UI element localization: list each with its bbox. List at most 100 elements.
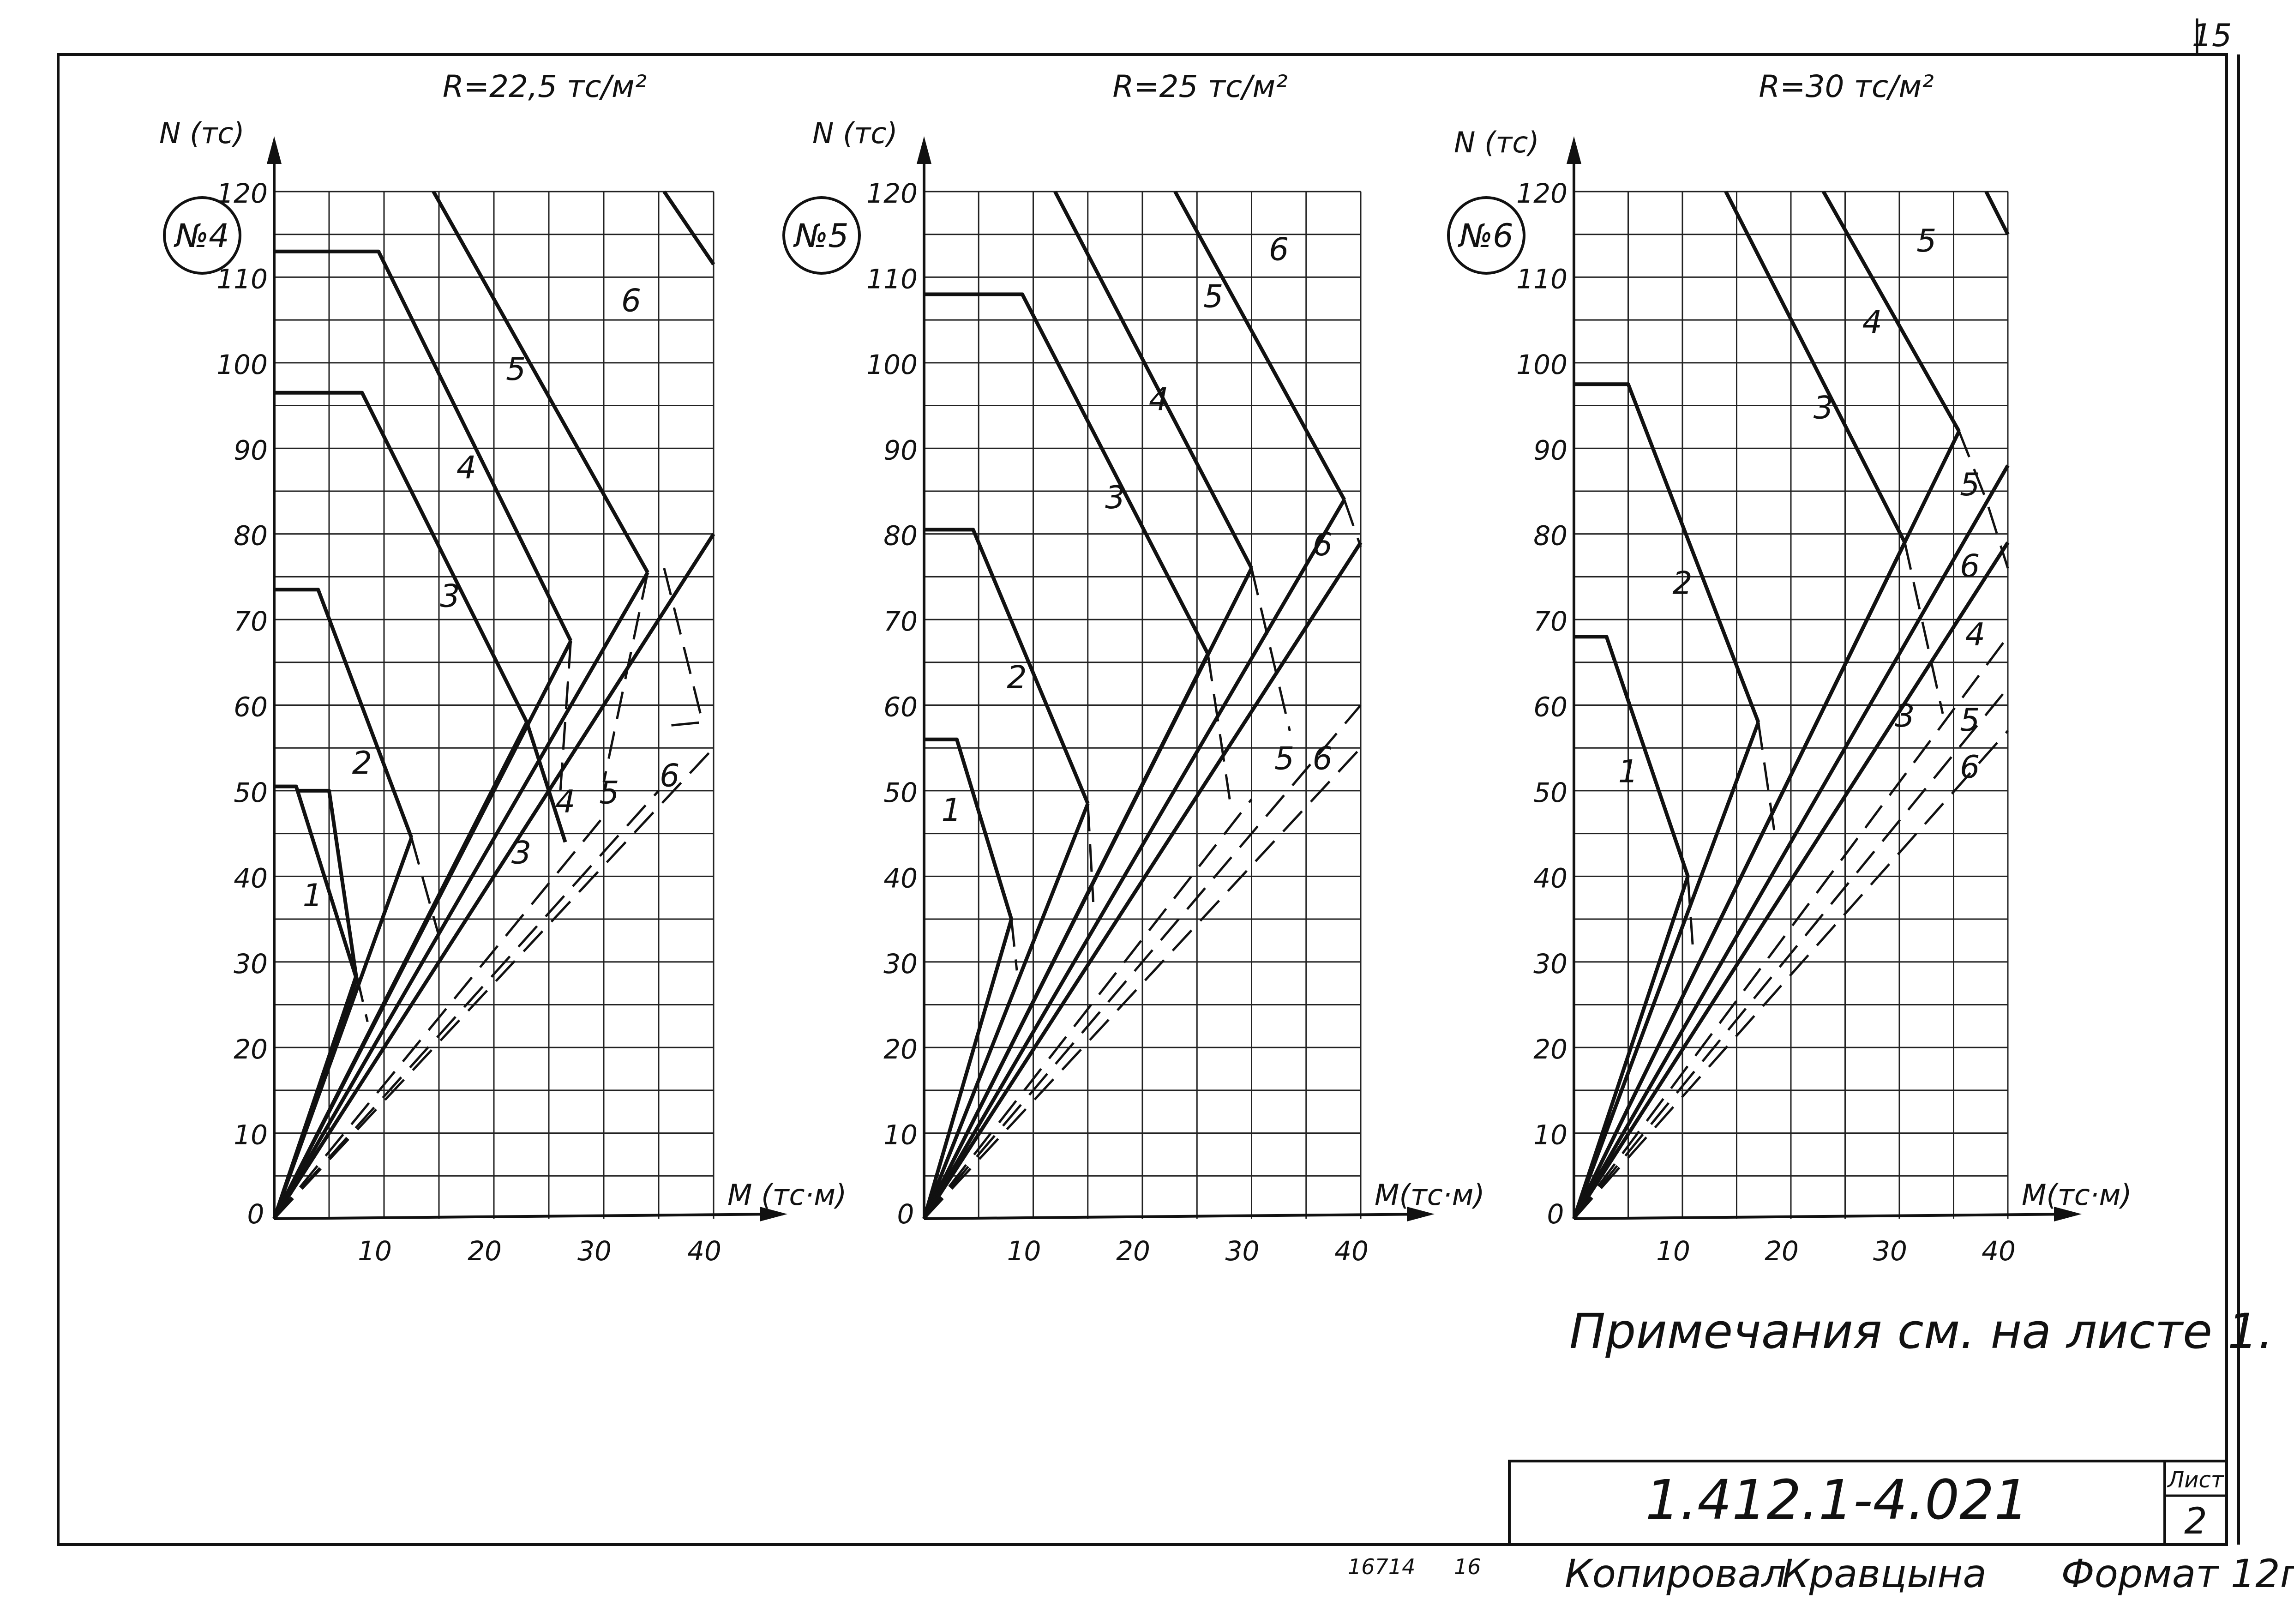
series-line-5-solid (922, 499, 1346, 1220)
y-tick-label: 90 (234, 434, 268, 466)
y-axis-label: N (тс) (159, 116, 245, 150)
series-line-3-solid (924, 292, 1210, 655)
series-line-5-solid (1173, 191, 1346, 501)
x-axis-label: M(тс·м) (2022, 1178, 2132, 1212)
x-axis-arrow (760, 1207, 787, 1221)
series-line-1-solid (922, 918, 1014, 1220)
y-tick-label: 50 (234, 777, 268, 808)
series-line-4-dashed (1958, 431, 2009, 569)
curve-label: 4 (456, 450, 476, 486)
y-tick-label: 110 (866, 263, 918, 295)
x-tick-label: 30 (1225, 1235, 1260, 1267)
curve-label: 6 (1269, 231, 1289, 268)
y-axis-label: N (тс) (1454, 126, 1539, 159)
y-tick-label: 100 (1516, 349, 1567, 380)
badge-text: №6 (1457, 217, 1513, 255)
series-line-4-solid (922, 567, 1254, 1220)
chart-title: R=25 тс/м² (1112, 69, 1287, 104)
x-axis-label: M (тс·м) (727, 1178, 847, 1212)
curve-label: 5 (1203, 278, 1223, 315)
sheet-number: 2 (2184, 1501, 2207, 1542)
chart-badge: №4 (163, 196, 241, 275)
y-tick-label: 90 (883, 434, 918, 466)
curve-label: 3 (511, 835, 531, 872)
series-line-6-dashed (923, 747, 1362, 1220)
y-tick-label: 10 (234, 1119, 268, 1151)
notes-text: Примечания см. на листе 1. (1569, 1303, 2273, 1359)
copied-name: Кравцына (1782, 1551, 1987, 1596)
series-line-5-dashed (602, 572, 649, 782)
series-line-4-solid (1572, 430, 1961, 1220)
chart-No6: 10 20 30 40 50 60 70 80 90 100 110 120 0 10 20 30 40 R=30… (1447, 69, 2132, 1267)
y-tick-label: 20 (234, 1034, 268, 1065)
series-line-5-solid (272, 571, 649, 1220)
y-tick-label: 80 (234, 520, 268, 552)
curve-label: 5 (506, 351, 526, 388)
drawing-code: 1.412.1-4.021 (1645, 1468, 2029, 1532)
series-line-5-dashed (273, 790, 660, 1220)
y-tick-label: 20 (883, 1034, 918, 1065)
x-axis (924, 1213, 1430, 1220)
curve-label: 3 (1895, 698, 1915, 734)
x-axis (274, 1213, 783, 1220)
y-tick-label: 40 (1533, 862, 1567, 894)
y-tick-label: 40 (883, 862, 918, 894)
inventory-suffix: 16 (1454, 1554, 1481, 1579)
series-line-5-solid (1984, 191, 2010, 235)
series-line-4-dashed (273, 815, 605, 1220)
curve-label: 6 (1313, 527, 1333, 563)
y-tick-label: 30 (1533, 948, 1567, 980)
curve-label: 6 (1313, 741, 1333, 777)
series-line-5-solid (432, 191, 649, 574)
series-line-6-dashed (1573, 730, 2009, 1220)
y-tick-label: 20 (1533, 1034, 1567, 1065)
chart-title: R=22,5 тс/м² (443, 69, 647, 104)
format-label: Формат 12п (2061, 1551, 2294, 1596)
x-tick-label: 20 (1116, 1235, 1150, 1267)
x-tick-label: 30 (577, 1235, 612, 1267)
curve-label: 2 (352, 745, 372, 782)
y-axis-label: N (тс) (812, 116, 898, 150)
series-line-4-dashed (1250, 568, 1291, 731)
x-tick-label: 20 (1765, 1235, 1799, 1267)
y-tick-label: 50 (883, 777, 918, 808)
curve-label: 6 (660, 758, 679, 794)
x-axis (1573, 1213, 2078, 1220)
y-tick-label: 30 (883, 948, 918, 980)
page-number: 15 (2192, 18, 2232, 54)
y-axis-arrow (267, 136, 282, 164)
y-tick-label: 110 (216, 263, 268, 295)
title-block-frame (1508, 1460, 2228, 1546)
title-block: 1.412.1-4.021 Лист 2 (1508, 1460, 2228, 1546)
y-tick-label: 80 (883, 520, 918, 552)
curve-label: 1 (941, 792, 961, 829)
series-line-2-solid (1574, 382, 1760, 723)
series-line-2-solid (274, 588, 414, 839)
curve-label: 5 (1274, 741, 1294, 777)
series-line-1-dashed (1687, 876, 1694, 954)
series-line-3-solid (1724, 191, 1907, 544)
copied-label: Копировал (1565, 1551, 1786, 1596)
x-axis-arrow (2054, 1207, 2082, 1221)
y-tick-label: 100 (216, 349, 268, 380)
series-line-4-solid (1053, 191, 1254, 569)
x-tick-label: 10 (358, 1235, 392, 1267)
curve-label: 5 (1960, 702, 1980, 739)
chart-No5: 10 20 30 40 50 60 70 80 90 100 110 120 0 10 20 30 40 R=25… (782, 69, 1485, 1267)
curve-label: 4 (1149, 381, 1169, 418)
y-tick-label: 30 (234, 948, 268, 980)
series-line-1-dashed (355, 974, 369, 1023)
curve-label: 3 (440, 578, 460, 614)
curve-label: 4 (555, 783, 575, 820)
chart-title: R=30 тс/м² (1759, 69, 1934, 104)
x-axis-arrow (1407, 1207, 1435, 1221)
series-line-1-solid (924, 737, 1014, 920)
series-line-2-solid (1572, 722, 1760, 1220)
y-tick-label: 60 (1533, 692, 1567, 723)
curve-label: 5 (1960, 467, 1980, 503)
series-line-5-dashed (1343, 499, 1362, 547)
y-tick-label: 70 (234, 606, 268, 637)
curve-label: 6 (1960, 548, 1980, 584)
